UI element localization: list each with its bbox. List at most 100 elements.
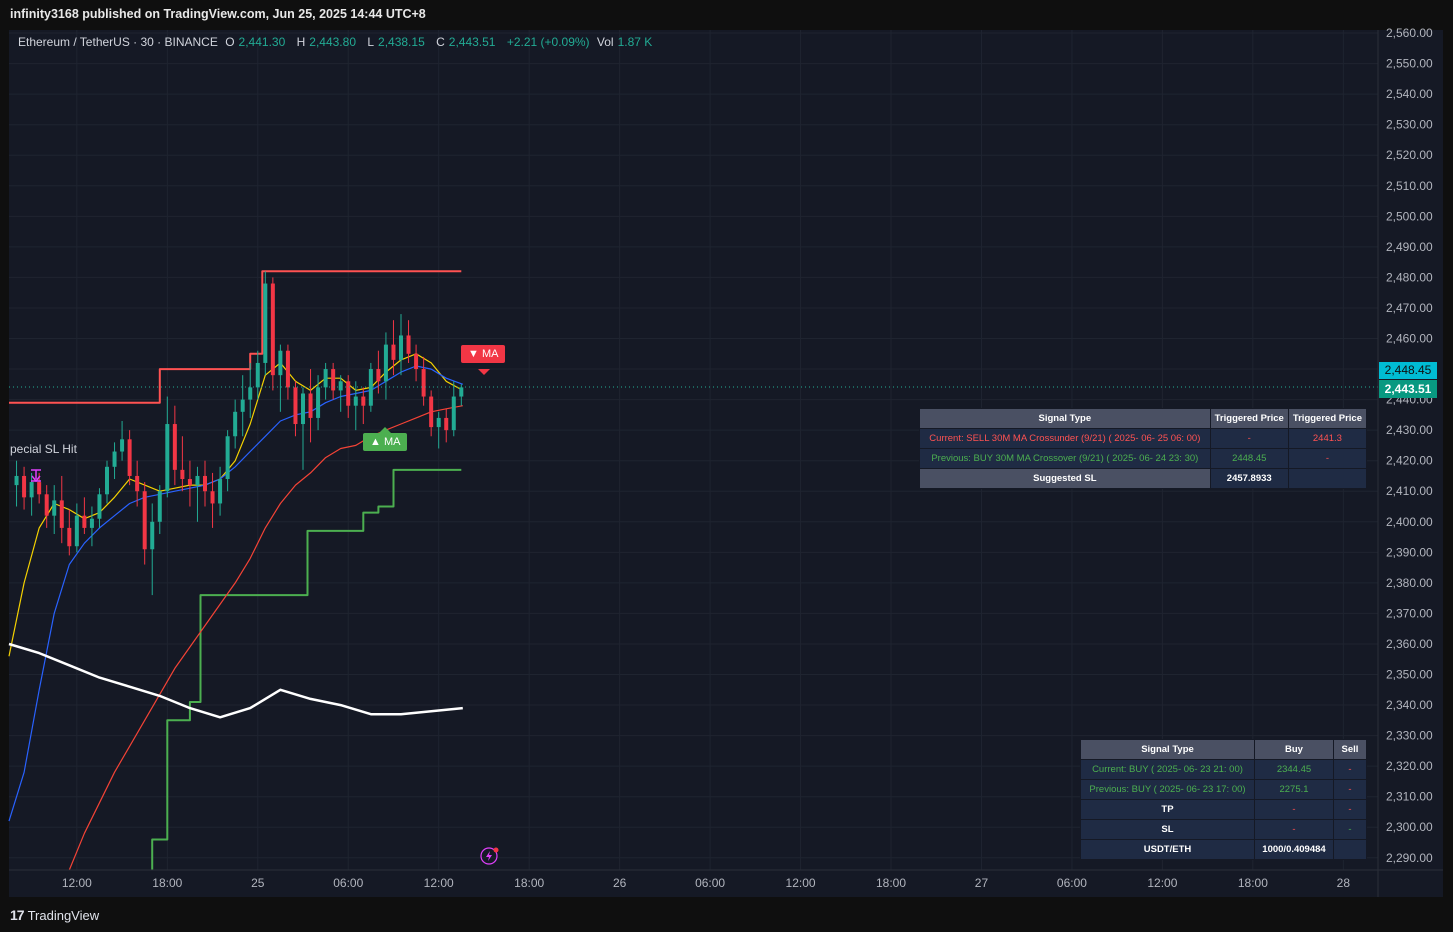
candle-body (361, 396, 366, 406)
table-row: Suggested SL 2457.8933 (919, 468, 1368, 489)
y-tick-label: 2,510.00 (1386, 179, 1433, 193)
x-tick-label: 18:00 (514, 876, 544, 890)
candle-body (459, 387, 464, 397)
candle-body (52, 500, 57, 516)
price-axis: 2,560.00 2,550.00 2,540.00 2,530.00 2,520.00… (1386, 26, 1433, 865)
table-cell: 2275.1 (1254, 779, 1334, 800)
table-cell: SL (1080, 819, 1255, 840)
candle-body (263, 283, 268, 363)
x-tick-label: 18:00 (876, 876, 906, 890)
candle-body (135, 475, 140, 492)
symbol-legend: Ethereum / TetherUS · 30 · BINANCE O 2,44… (18, 35, 660, 49)
candle-body (353, 396, 358, 406)
table-cell: Current: SELL 30M MA Crossunder (9/21) (… (919, 428, 1211, 449)
suggested-sl-label: Suggested SL (919, 468, 1211, 489)
high-value: 2,443.80 (309, 35, 356, 49)
brand-name: TradingView (27, 907, 100, 923)
candle-body (308, 393, 313, 418)
candle-body (270, 283, 275, 376)
candle-body (240, 399, 245, 412)
y-tick-label: 2,400.00 (1386, 515, 1433, 529)
candle-body (180, 469, 185, 480)
table-row: Current: SELL 30M MA Crossunder (9/21) (… (919, 428, 1368, 449)
table-header: Buy (1254, 739, 1334, 760)
table-cell: - (1333, 759, 1367, 780)
candle-body (37, 482, 42, 495)
y-tick-label: 2,500.00 (1386, 209, 1433, 223)
volume-value: 1.87 K (617, 35, 653, 49)
sell-tag-pointer (478, 369, 490, 375)
candlesticks (14, 271, 464, 596)
y-tick-label: 2,430.00 (1386, 423, 1433, 437)
candle-body (225, 436, 230, 480)
lightning-icon (480, 847, 499, 865)
candle-body (285, 350, 290, 388)
candle-body (59, 500, 64, 528)
candle-body (323, 369, 328, 388)
candle-body (29, 482, 34, 498)
table-cell: Previous: BUY 30M MA Crossover (9/21) ( … (919, 448, 1211, 469)
candle-body (391, 344, 396, 360)
long-ma-line (8, 642, 463, 719)
table-cell: Previous: BUY ( 2025- 06- 23 17: 00) (1080, 779, 1255, 800)
candle-body (112, 451, 117, 467)
y-tick-label: 2,490.00 (1386, 240, 1433, 254)
x-tick-label: 06:00 (333, 876, 363, 890)
y-tick-label: 2,530.00 (1386, 118, 1433, 132)
candle-body (346, 381, 351, 406)
candle-body (301, 393, 306, 425)
table-cell: - (1333, 799, 1367, 820)
high-label: H (296, 35, 306, 49)
candle-body (338, 381, 343, 391)
y-tick-label: 2,460.00 (1386, 332, 1433, 346)
candle-body (399, 335, 404, 360)
candle-body (255, 362, 260, 388)
candle-body (414, 353, 419, 370)
symbol-name[interactable]: Ethereum / TetherUS · 30 · BINANCE (18, 35, 218, 49)
table-header: Triggered Price (1209, 408, 1289, 429)
candle-body (248, 387, 253, 400)
table-cell: 2448.45 (1209, 448, 1289, 469)
table-header: Sell (1333, 739, 1367, 760)
candle-body (316, 387, 321, 418)
tradingview-logo-icon: 17 (10, 907, 25, 923)
marker-price-badge: 2,448.45 (1379, 362, 1437, 379)
x-tick-label: 25 (251, 876, 265, 890)
candle-body (44, 494, 49, 516)
candle-body (368, 369, 373, 406)
candle-body (444, 417, 449, 431)
table-cell: - (1287, 448, 1368, 469)
chart-grid (9, 30, 1378, 870)
x-tick-label: 12:00 (424, 876, 454, 890)
y-tick-label: 2,550.00 (1386, 57, 1433, 71)
x-tick-label: 27 (975, 876, 989, 890)
candle-body (293, 387, 298, 425)
x-tick-label: 06:00 (1057, 876, 1087, 890)
time-axis: 12:00 18:00 25 06:00 12:00 18:00 26 06:00 12:00 1… (62, 876, 1350, 890)
candle-body (172, 424, 177, 470)
candle-body (22, 475, 27, 498)
y-tick-label: 2,350.00 (1386, 668, 1433, 682)
last-price-badge: 2,443.51 (1379, 380, 1437, 398)
candle-body (67, 527, 72, 547)
table-row: TP - - (1080, 799, 1367, 820)
y-tick-label: 2,390.00 (1386, 545, 1433, 559)
x-tick-label: 12:00 (786, 876, 816, 890)
candle-body (233, 411, 238, 437)
candle-body (383, 344, 388, 382)
special-sl-marker-icon (31, 469, 41, 483)
table-cell: 1000/0.409484 (1254, 839, 1334, 860)
top-bar: infinity3168 published on TradingView.co… (0, 0, 1453, 30)
candle-body (406, 335, 411, 354)
close-label: C (436, 35, 445, 49)
table-row: SL - - (1080, 819, 1367, 840)
tradingview-brand[interactable]: 17 TradingView (10, 907, 99, 923)
candle-body (195, 475, 200, 486)
published-by-text: infinity3168 published on TradingView.co… (10, 7, 426, 21)
candle-body (218, 479, 223, 504)
candle-body (187, 479, 192, 486)
change-value: +2.21 (+0.09%) (506, 35, 590, 49)
table-header: Triggered Price (1287, 408, 1368, 429)
candle-body (105, 466, 110, 495)
